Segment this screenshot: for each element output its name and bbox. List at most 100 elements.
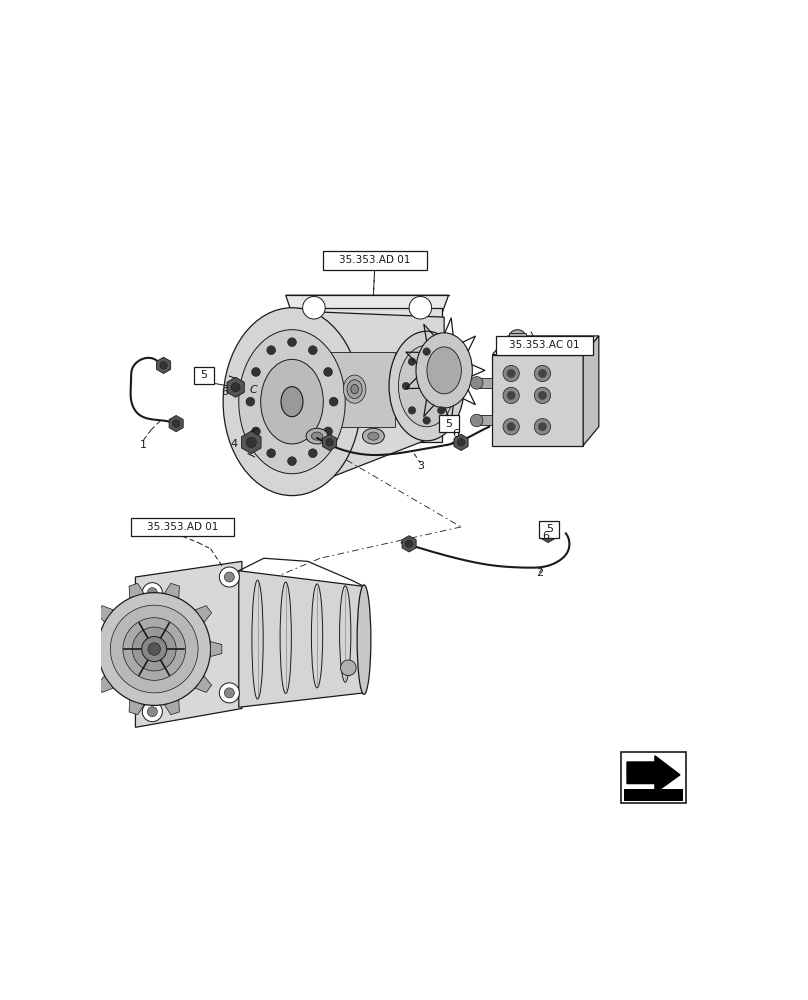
Circle shape [147, 707, 158, 717]
Circle shape [470, 377, 483, 389]
Circle shape [503, 365, 520, 382]
Circle shape [251, 368, 260, 376]
Circle shape [538, 369, 547, 378]
Circle shape [231, 383, 240, 392]
Circle shape [142, 583, 162, 603]
Ellipse shape [351, 384, 359, 394]
Text: 3: 3 [417, 461, 424, 471]
Bar [495, 336, 592, 355]
Text: 35.353.AC 01: 35.353.AC 01 [509, 340, 579, 350]
Circle shape [219, 683, 239, 703]
Circle shape [326, 439, 333, 446]
Bar [624, 789, 684, 801]
Text: C: C [250, 385, 257, 395]
Polygon shape [157, 357, 170, 373]
Circle shape [423, 348, 431, 355]
Polygon shape [492, 336, 599, 355]
Circle shape [538, 422, 547, 431]
Polygon shape [286, 295, 448, 333]
Circle shape [133, 627, 176, 671]
Polygon shape [583, 336, 599, 446]
Polygon shape [196, 676, 212, 692]
Bar [477, 415, 492, 425]
Polygon shape [86, 642, 98, 657]
Circle shape [137, 682, 147, 692]
Circle shape [402, 382, 410, 390]
Polygon shape [454, 434, 468, 451]
Text: 2: 2 [536, 568, 543, 578]
Circle shape [137, 641, 147, 651]
Polygon shape [292, 311, 444, 492]
Polygon shape [165, 700, 179, 715]
Circle shape [534, 365, 550, 382]
Ellipse shape [357, 585, 371, 694]
Circle shape [309, 449, 318, 458]
Polygon shape [97, 676, 113, 692]
Ellipse shape [239, 330, 345, 474]
Bar [323, 251, 427, 270]
Ellipse shape [368, 432, 379, 440]
Ellipse shape [340, 660, 356, 676]
Circle shape [507, 391, 516, 400]
Polygon shape [402, 536, 416, 552]
Circle shape [267, 346, 276, 355]
Circle shape [219, 567, 239, 587]
Polygon shape [129, 583, 144, 598]
Ellipse shape [389, 331, 464, 441]
Bar [492, 355, 583, 446]
Polygon shape [627, 756, 680, 793]
Ellipse shape [347, 380, 362, 399]
Polygon shape [239, 571, 364, 707]
Polygon shape [242, 431, 261, 454]
Text: 5: 5 [546, 524, 553, 534]
Circle shape [534, 387, 550, 404]
Polygon shape [227, 377, 244, 397]
Circle shape [534, 419, 550, 435]
Circle shape [507, 369, 516, 378]
Circle shape [111, 605, 198, 693]
Polygon shape [165, 583, 179, 598]
Polygon shape [211, 642, 222, 657]
Circle shape [98, 593, 211, 705]
Circle shape [172, 420, 180, 427]
Text: 6: 6 [543, 531, 549, 541]
Circle shape [437, 358, 445, 365]
Circle shape [303, 296, 325, 319]
Circle shape [423, 417, 431, 424]
Circle shape [437, 407, 445, 414]
Circle shape [470, 414, 483, 427]
Ellipse shape [311, 432, 322, 440]
Circle shape [288, 338, 297, 347]
Ellipse shape [363, 428, 385, 444]
Ellipse shape [510, 330, 525, 342]
Polygon shape [169, 415, 183, 432]
Polygon shape [322, 434, 337, 451]
Ellipse shape [306, 428, 328, 444]
Polygon shape [136, 561, 242, 727]
Bar [477, 378, 492, 388]
Polygon shape [541, 526, 555, 543]
Bar [509, 333, 525, 348]
Circle shape [507, 422, 516, 431]
Bar [314, 352, 395, 427]
FancyBboxPatch shape [292, 308, 442, 442]
Circle shape [406, 540, 413, 547]
Text: 35.353.AD 01: 35.353.AD 01 [147, 522, 218, 532]
Circle shape [251, 427, 260, 436]
Text: 6: 6 [452, 429, 460, 439]
Circle shape [503, 387, 520, 404]
Bar [194, 367, 213, 384]
Circle shape [132, 677, 152, 697]
Circle shape [123, 618, 186, 680]
Circle shape [288, 457, 297, 466]
Text: 1: 1 [140, 440, 147, 450]
Ellipse shape [223, 308, 361, 496]
Circle shape [408, 358, 416, 365]
Ellipse shape [343, 375, 366, 403]
Text: 6: 6 [221, 387, 228, 397]
Circle shape [148, 643, 161, 655]
Ellipse shape [416, 333, 473, 408]
Bar [131, 518, 234, 536]
Bar [440, 415, 459, 432]
Polygon shape [97, 606, 113, 622]
